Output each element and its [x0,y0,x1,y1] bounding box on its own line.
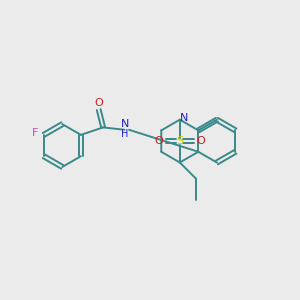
Text: N: N [121,119,129,129]
Text: N: N [180,113,188,123]
Text: O: O [197,136,206,146]
Text: O: O [154,136,163,146]
Text: S: S [176,136,183,146]
Text: O: O [94,98,103,108]
Text: H: H [121,129,128,139]
Text: F: F [32,128,39,138]
